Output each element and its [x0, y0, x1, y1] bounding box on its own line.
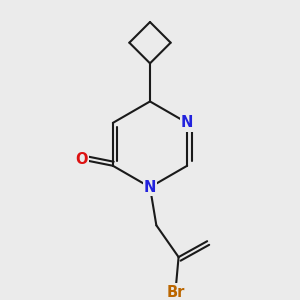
Text: N: N — [181, 116, 193, 130]
Text: O: O — [75, 152, 87, 167]
Text: Br: Br — [166, 284, 184, 299]
Text: N: N — [144, 180, 156, 195]
